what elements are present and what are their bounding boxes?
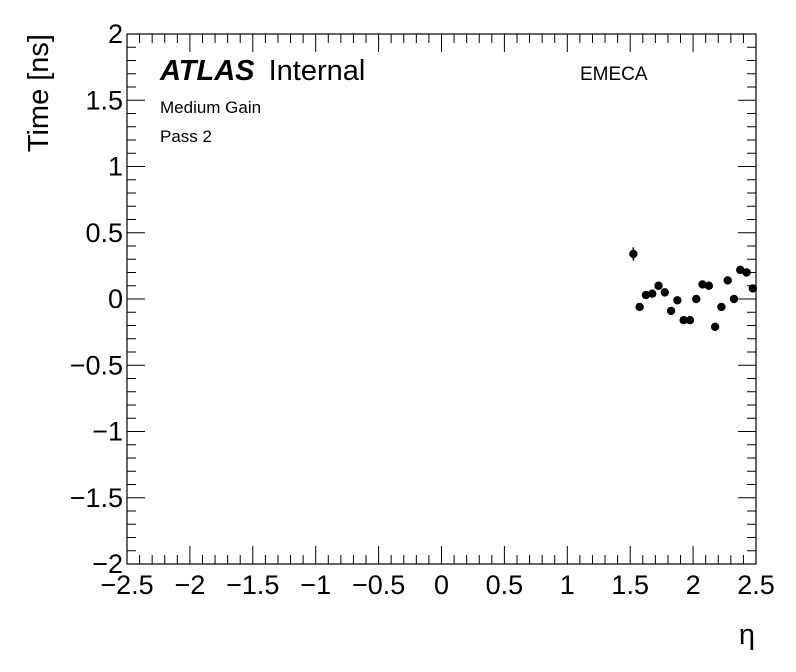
- data-point: [679, 316, 688, 325]
- atlas-brand-text: ATLAS: [159, 55, 255, 87]
- internal-status-text: Internal: [269, 55, 366, 87]
- data-point: [685, 316, 695, 325]
- x-tick-label: −1.5: [226, 570, 279, 600]
- data-point: [629, 249, 638, 259]
- data-point: [729, 294, 739, 304]
- x-tick-label: −2: [175, 570, 206, 600]
- data-points-group: [629, 247, 758, 332]
- y-tick-label: 1: [108, 152, 123, 182]
- data-point: [698, 280, 707, 289]
- y-tick-label: −2: [92, 549, 123, 579]
- data-point: [717, 302, 726, 312]
- data-point: [736, 265, 745, 275]
- atlas-internal-label: ATLAS Internal: [159, 55, 365, 87]
- x-tick-label: 2.5: [737, 570, 775, 600]
- y-tick-label: 0.5: [85, 218, 123, 248]
- data-point: [648, 289, 657, 298]
- x-tick-labels-group: −2.5 −2 −1.5 −1 −0.5 0 0.5 1 1.5 2 2.5: [100, 570, 774, 600]
- x-tick-label: 1.5: [611, 570, 649, 600]
- data-point: [692, 294, 701, 304]
- data-point: [666, 306, 676, 316]
- data-point: [723, 276, 732, 285]
- y-tick-label: −1.5: [70, 483, 123, 513]
- x-tick-label: 0.5: [486, 570, 524, 600]
- y-tick-label: 0: [108, 284, 123, 314]
- y-tick-label: 2: [108, 19, 123, 49]
- x-tick-label: 0: [434, 570, 449, 600]
- x-tick-label: −0.5: [352, 570, 405, 600]
- data-point: [635, 302, 644, 312]
- data-point: [748, 284, 758, 293]
- data-point: [710, 322, 720, 332]
- y-tick-labels-group: −2 −1.5 −1 −0.5 0 0.5 1 1.5 2: [70, 19, 123, 579]
- tick-marks-group: [126, 33, 757, 565]
- data-point: [704, 281, 714, 290]
- y-axis-title: Time [ns]: [23, 34, 55, 152]
- pass-label: Pass 2: [160, 127, 212, 146]
- data-point: [673, 296, 682, 305]
- data-point: [654, 281, 663, 290]
- y-tick-label: −1: [92, 417, 123, 447]
- data-point: [660, 288, 669, 297]
- data-point: [742, 268, 751, 277]
- y-tick-label: −0.5: [70, 350, 123, 380]
- x-tick-label: −2.5: [100, 570, 153, 600]
- region-label: EMECA: [580, 64, 648, 85]
- gain-label: Medium Gain: [160, 98, 261, 117]
- y-tick-label: 1.5: [85, 85, 123, 115]
- x-axis-title: η: [739, 619, 755, 651]
- x-tick-label: −1: [300, 570, 331, 600]
- data-point: [641, 290, 651, 300]
- x-tick-label: 2: [686, 570, 701, 600]
- x-tick-label: 1: [560, 570, 575, 600]
